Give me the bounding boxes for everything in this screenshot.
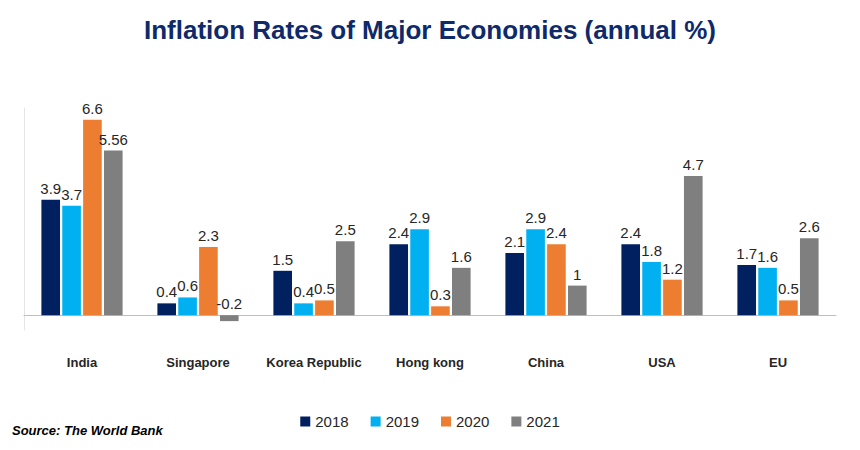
svg-text:2.5: 2.5 [335, 221, 356, 238]
svg-text:0.4: 0.4 [156, 283, 177, 300]
svg-text:2.1: 2.1 [504, 233, 525, 250]
svg-text:6.6: 6.6 [82, 100, 103, 117]
svg-text:0.5: 0.5 [314, 280, 335, 297]
svg-text:2.9: 2.9 [525, 209, 546, 226]
svg-text:3.7: 3.7 [61, 186, 82, 203]
svg-text:Inflation Rates of Major Econo: Inflation Rates of Major Economies (annu… [144, 15, 716, 45]
svg-text:2.4: 2.4 [546, 224, 567, 241]
svg-text:EU: EU [769, 355, 787, 370]
svg-text:0.4: 0.4 [293, 283, 314, 300]
svg-text:1.6: 1.6 [757, 248, 778, 265]
svg-text:1.7: 1.7 [736, 245, 757, 262]
svg-text:Source: The World Bank: Source: The World Bank [12, 423, 163, 438]
svg-text:2.4: 2.4 [388, 224, 409, 241]
svg-text:0.5: 0.5 [778, 280, 799, 297]
svg-text:2.4: 2.4 [620, 224, 641, 241]
svg-text:1.2: 1.2 [662, 260, 683, 277]
svg-text:-0.2: -0.2 [216, 295, 242, 312]
svg-text:Hong kong: Hong kong [396, 355, 464, 370]
svg-text:5.56: 5.56 [99, 131, 128, 148]
svg-text:1.5: 1.5 [272, 251, 293, 268]
svg-text:China: China [528, 355, 565, 370]
svg-text:4.7: 4.7 [683, 156, 704, 173]
svg-text:3.9: 3.9 [40, 180, 61, 197]
svg-text:1: 1 [573, 266, 581, 283]
svg-text:1.8: 1.8 [641, 242, 662, 259]
svg-text:2020: 2020 [456, 413, 489, 430]
svg-text:1.6: 1.6 [451, 248, 472, 265]
svg-text:2021: 2021 [526, 413, 559, 430]
svg-text:2.3: 2.3 [198, 227, 219, 244]
svg-text:Korea Republic: Korea Republic [266, 355, 361, 370]
svg-text:2.9: 2.9 [409, 209, 430, 226]
svg-text:0.3: 0.3 [430, 286, 451, 303]
svg-text:USA: USA [648, 355, 676, 370]
svg-text:2019: 2019 [386, 413, 419, 430]
svg-text:2.6: 2.6 [799, 218, 820, 235]
svg-text:India: India [67, 355, 98, 370]
svg-text:2018: 2018 [315, 413, 348, 430]
svg-text:Singapore: Singapore [166, 355, 230, 370]
svg-text:0.6: 0.6 [177, 277, 198, 294]
